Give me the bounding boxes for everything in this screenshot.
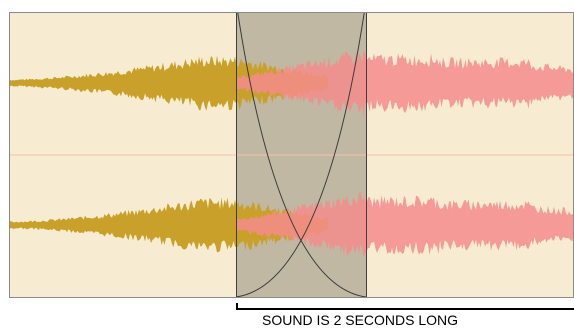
clip-b-left-channel — [236, 51, 573, 118]
clip-a-right-channel — [10, 197, 328, 253]
waveform-canvas[interactable] — [10, 13, 574, 298]
waveform-panel[interactable] — [9, 12, 574, 298]
clip-a-left-channel — [10, 55, 328, 111]
clip-b-right-channel — [236, 191, 573, 257]
clip-b-waveform[interactable] — [236, 51, 574, 257]
clip-a-waveform[interactable] — [10, 55, 328, 253]
duration-caption: SOUND IS 2 SECONDS LONG — [262, 312, 459, 328]
fade-in-curve[interactable] — [235, 13, 366, 297]
bracket-line — [236, 303, 574, 310]
fade-out-curve[interactable] — [236, 13, 367, 297]
